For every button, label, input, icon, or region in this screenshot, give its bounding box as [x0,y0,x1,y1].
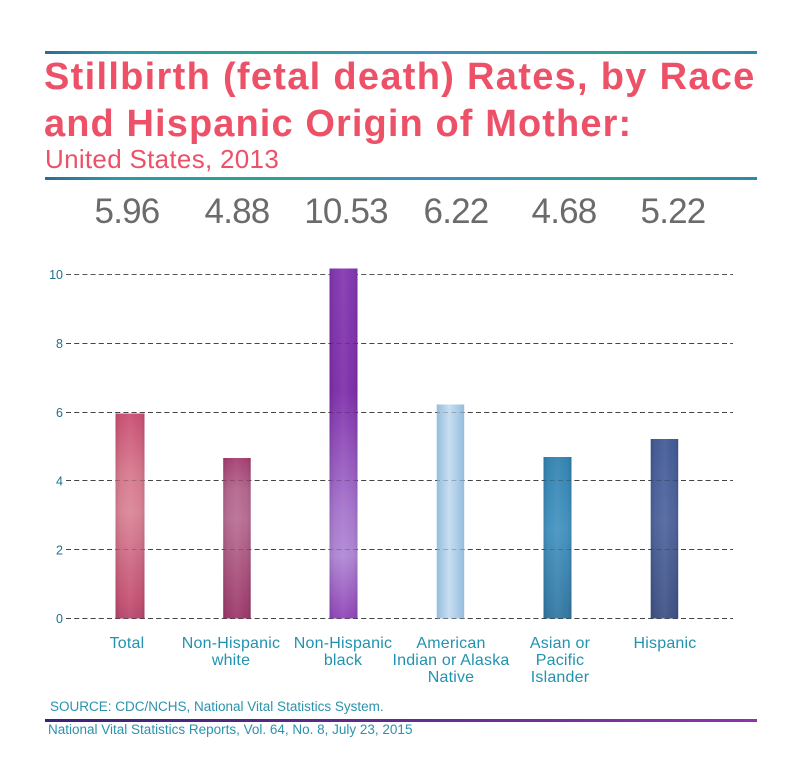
svg-text:8: 8 [56,337,63,351]
svg-text:10: 10 [49,268,63,282]
svg-text:0: 0 [56,612,63,626]
svg-text:6: 6 [56,406,63,420]
svg-text:4: 4 [56,475,63,489]
svg-text:2: 2 [56,544,63,558]
